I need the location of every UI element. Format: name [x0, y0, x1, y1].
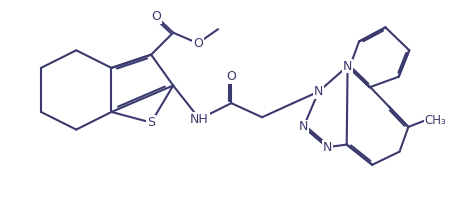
Text: NH: NH	[190, 113, 209, 126]
Text: O: O	[151, 10, 161, 23]
Text: S: S	[147, 116, 155, 129]
Text: O: O	[193, 37, 203, 50]
Text: CH₃: CH₃	[424, 114, 446, 127]
Text: N: N	[299, 121, 308, 133]
Text: N: N	[314, 85, 323, 98]
Text: N: N	[323, 141, 332, 154]
Text: N: N	[343, 60, 352, 73]
Text: O: O	[226, 70, 236, 83]
